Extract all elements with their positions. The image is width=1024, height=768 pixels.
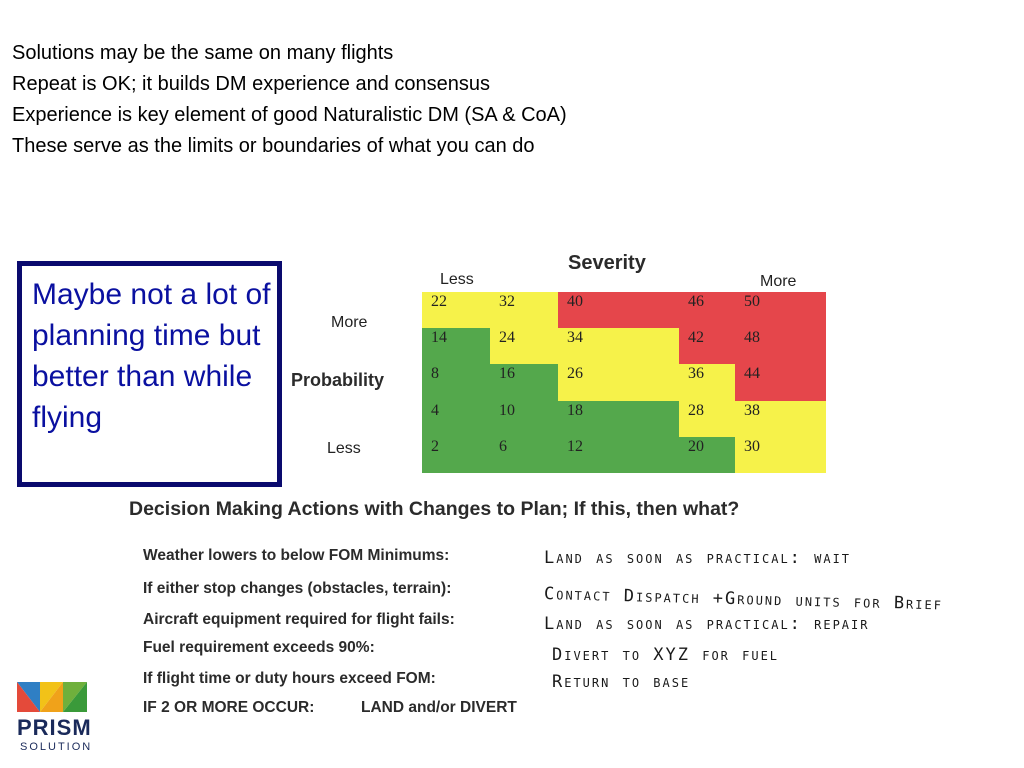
bullet-2: Repeat is OK; it builds DM experience an…	[12, 73, 491, 95]
action-fuel: Divert to XYZ for fuel	[552, 645, 780, 665]
matrix-cell: 36	[679, 364, 735, 401]
prism-logo-icon	[17, 682, 87, 712]
matrix-cell: 38	[735, 400, 826, 437]
matrix-cell: 8	[422, 364, 490, 401]
matrix-cell: 14	[422, 328, 490, 365]
matrix-cell: 30	[735, 436, 826, 473]
action-equipment: Land as soon as practical: repair	[544, 614, 870, 634]
condition-duty-hours: If flight time or duty hours exceed FOM:	[143, 670, 436, 687]
matrix-cell: 2	[422, 436, 490, 473]
decision-title: Decision Making Actions with Changes to …	[129, 498, 740, 520]
matrix-cell: 42	[679, 328, 735, 365]
matrix-cell: 32	[490, 292, 558, 329]
matrix-cell: 18	[558, 400, 679, 437]
action-weather: Land as soon as practical: wait	[544, 548, 852, 568]
matrix-cell: 6	[490, 436, 558, 473]
probability-less-label: Less	[327, 440, 361, 457]
logo-word: PRISM	[17, 715, 92, 740]
severity-label: Severity	[568, 252, 646, 274]
condition-stop-changes: If either stop changes (obstacles, terra…	[143, 580, 452, 597]
bullet-4: These serve as the limits or boundaries …	[12, 135, 535, 157]
bullet-1: Solutions may be the same on many flight…	[12, 42, 394, 64]
matrix-cell: 16	[490, 364, 558, 401]
matrix-cell: 48	[735, 328, 826, 365]
bullet-3: Experience is key element of good Natura…	[12, 104, 567, 126]
bullet-list: Solutions may be the same on many flight…	[12, 38, 567, 162]
condition-two-or-more: IF 2 OR MORE OCCUR:	[143, 699, 315, 716]
matrix-cell: 24	[490, 328, 558, 365]
prism-logo	[17, 682, 87, 762]
matrix-cell: 28	[679, 400, 735, 437]
matrix-cell: 50	[735, 292, 826, 329]
matrix-cell: 40	[558, 292, 679, 329]
action-return: Return to base	[552, 672, 691, 692]
condition-fuel: Fuel requirement exceeds 90%:	[143, 639, 375, 656]
matrix-cell: 10	[490, 400, 558, 437]
matrix-cell: 4	[422, 400, 490, 437]
severity-more-label: More	[760, 273, 797, 290]
action-two-or-more: LAND and/or DIVERT	[361, 699, 517, 716]
risk-matrix: 22 32 40 46 50 14 24 34 42 48 8 16 26 36 44 4 10 18 28 38 2 6…	[422, 292, 826, 473]
condition-weather: Weather lowers to below FOM Minimums:	[143, 547, 450, 564]
matrix-cell: 12	[558, 436, 679, 473]
matrix-cell: 34	[558, 328, 679, 365]
matrix-cell: 22	[422, 292, 490, 329]
probability-more-label: More	[331, 314, 368, 331]
logo-subtitle: SOLUTION	[20, 741, 93, 753]
probability-label: Probability	[291, 370, 385, 390]
matrix-cell: 46	[679, 292, 735, 329]
matrix-cell: 44	[735, 364, 826, 401]
matrix-cell: 20	[679, 436, 735, 473]
action-stop-changes: Contact Dispatch +Ground units for Brief	[543, 584, 944, 615]
matrix-cell: 26	[558, 364, 679, 401]
callout-box: Maybe not a lot of planning time but bet…	[17, 261, 282, 487]
severity-less-label: Less	[440, 271, 474, 288]
condition-equipment: Aircraft equipment required for flight f…	[143, 611, 455, 628]
